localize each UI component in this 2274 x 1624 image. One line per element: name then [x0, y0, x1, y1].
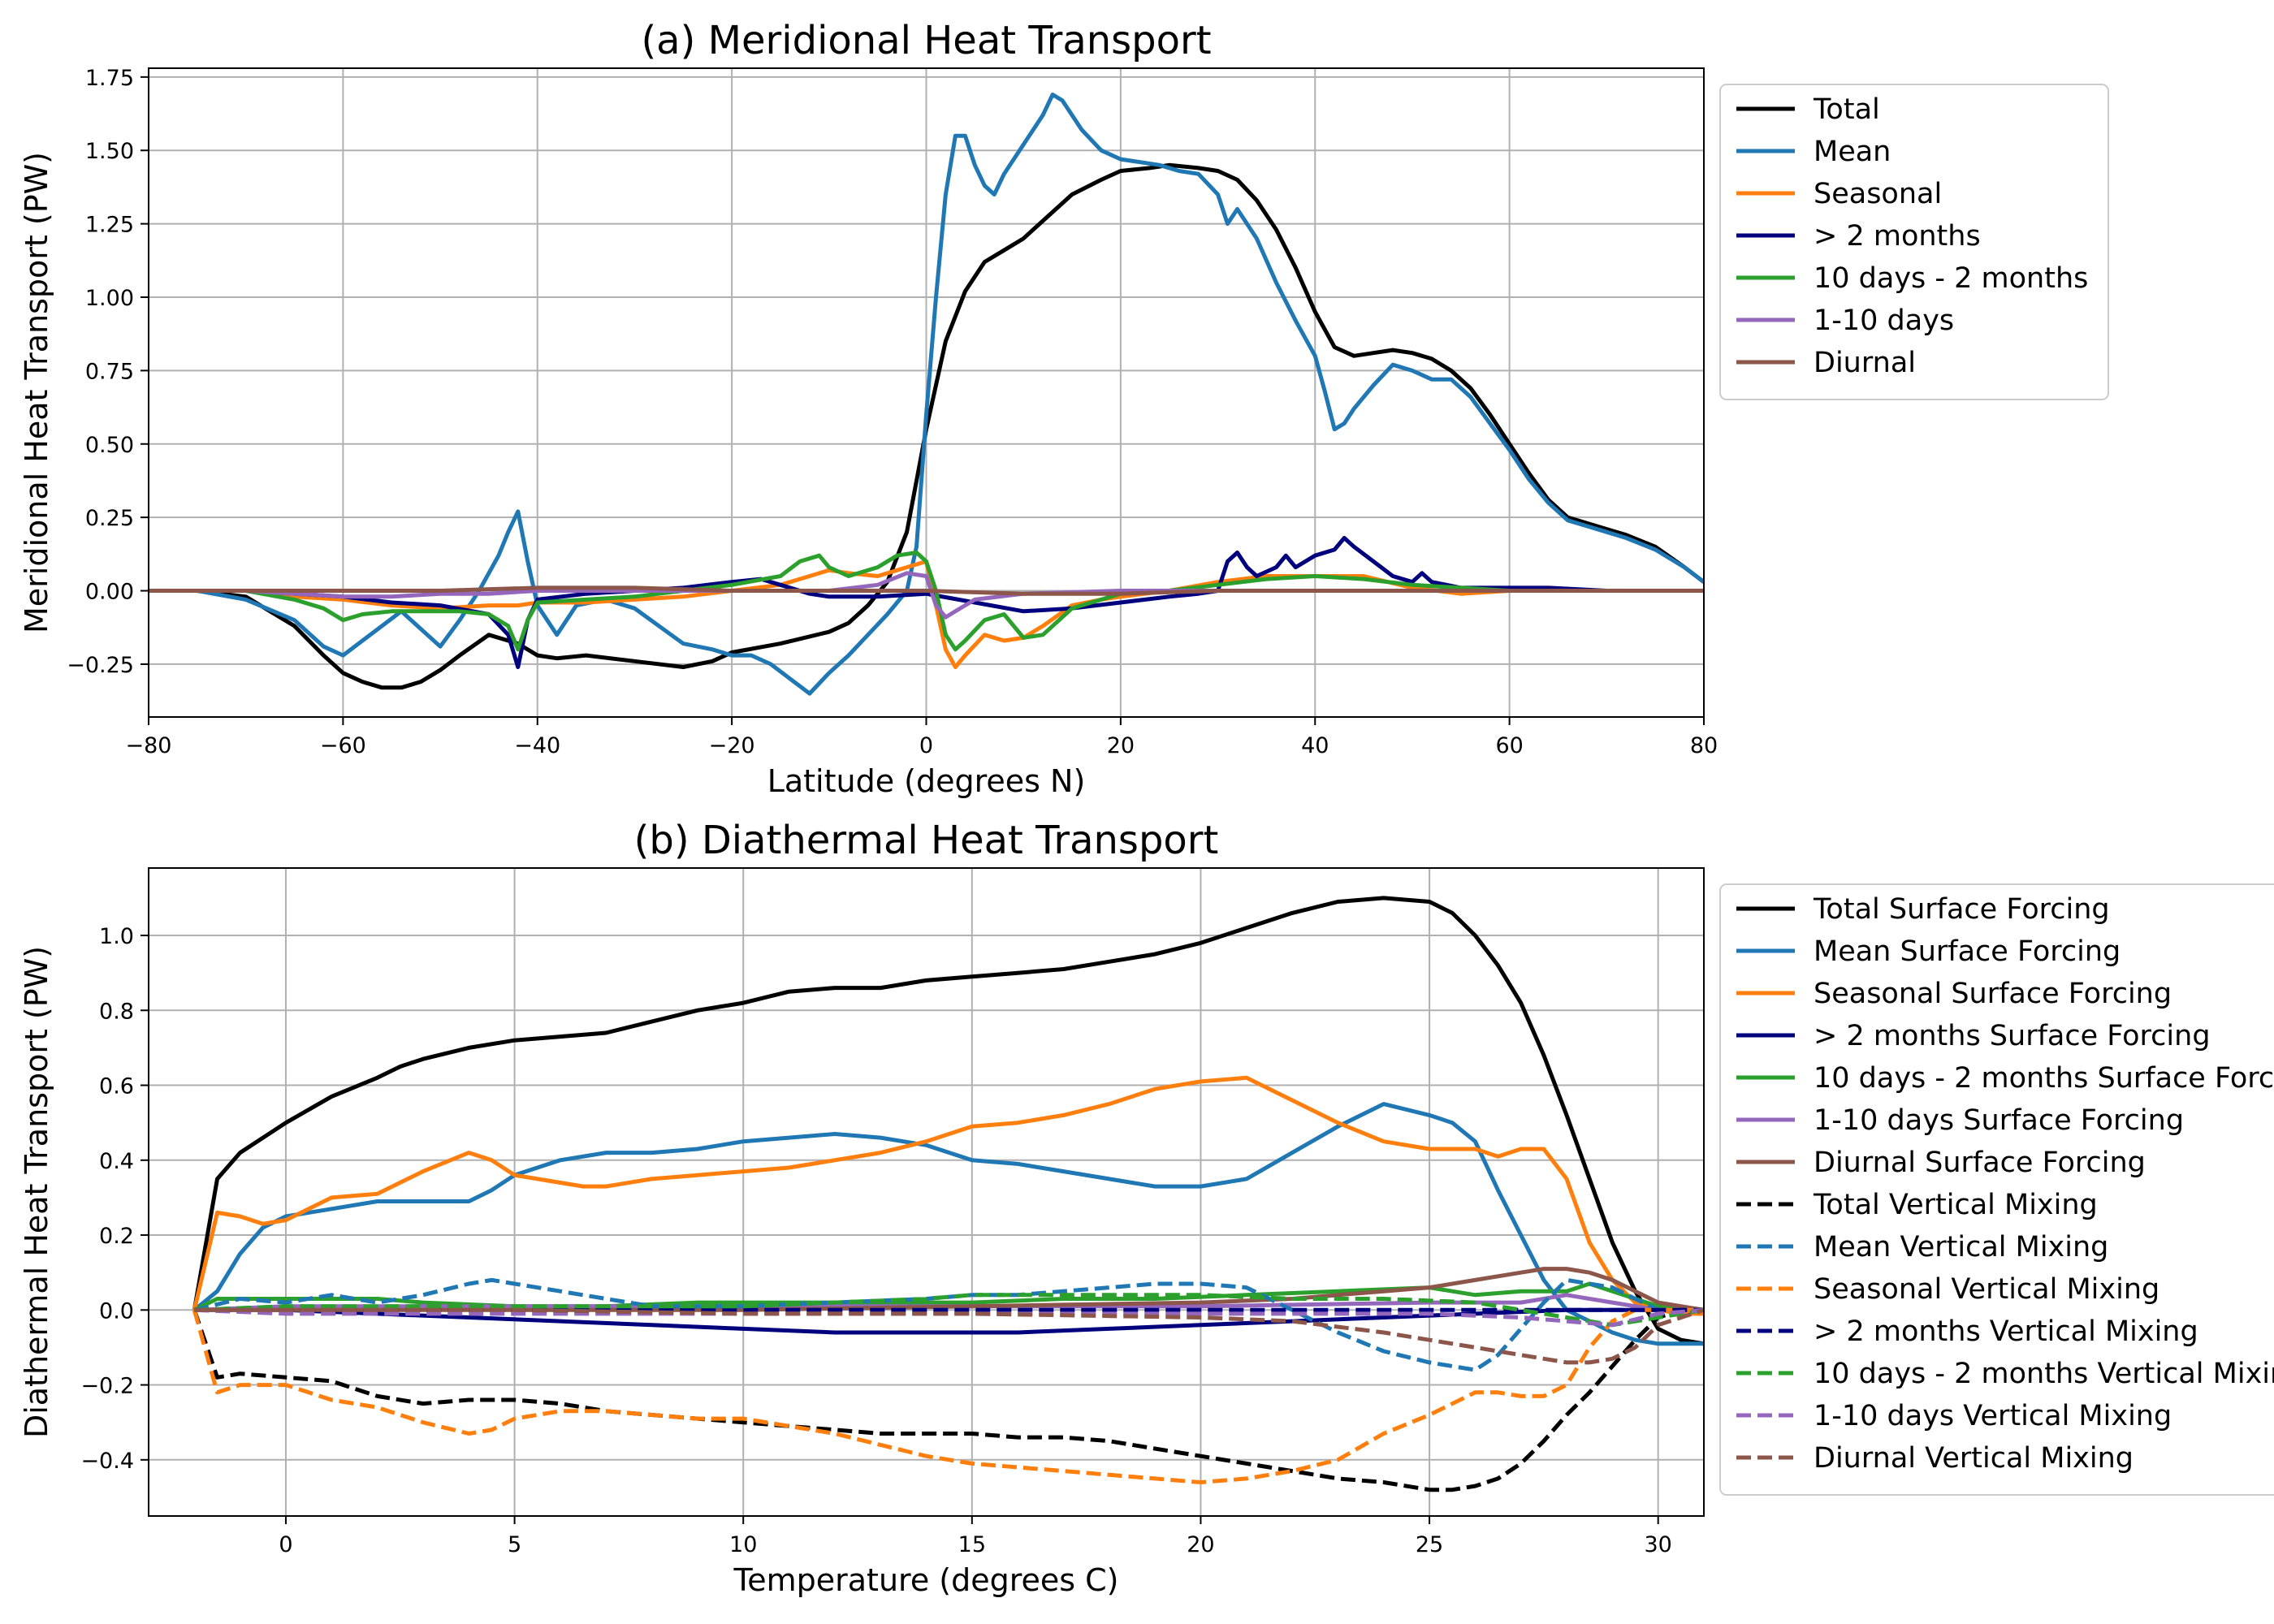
legend-label: Total Vertical Mixing [1813, 1189, 2098, 1221]
legend: Total Surface Forcing Mean Surface Forcin… [1719, 883, 2274, 1496]
legend-label: > 2 months Vertical Mixing [1814, 1315, 2198, 1348]
y-tick-label: 0.75 [85, 359, 134, 384]
y-tick-label: 1.00 [85, 286, 134, 311]
series-line-4 [193, 1281, 1704, 1312]
series-line-7 [192, 1307, 1704, 1492]
y-tick-label: 1.0 [99, 924, 134, 949]
legend-label: 10 days - 2 months [1814, 262, 2088, 295]
x-tick-label: 40 [1301, 733, 1329, 758]
legend-label: Mean Vertical Mixing [1814, 1231, 2108, 1263]
series-line-4 [149, 551, 1704, 652]
legend-label: Mean [1814, 136, 1891, 168]
series-group [149, 93, 1704, 696]
legend-box [1719, 883, 2274, 1496]
legend-label: Diurnal Surface Forcing [1814, 1147, 2146, 1179]
series-line-13 [194, 1307, 1704, 1365]
series-line-8 [193, 1277, 1704, 1372]
y-axis-label: Meridional Heat Transport (PW) [19, 152, 54, 633]
x-tick-label: −60 [320, 733, 366, 758]
y-tick-label: 0.25 [85, 506, 134, 531]
y-tick-label: 0.50 [85, 433, 134, 458]
x-tick-label: 0 [919, 733, 933, 758]
legend-label: 10 days - 2 months Surface Forcing [1814, 1062, 2274, 1095]
y-tick-label: −0.25 [67, 653, 134, 678]
x-tick-label: 20 [1107, 733, 1135, 758]
x-axis-label: Latitude (degrees N) [767, 763, 1086, 799]
y-tick-label: 0.8 [99, 999, 134, 1024]
series-line-9 [192, 1307, 1704, 1484]
x-tick-label: 0 [279, 1532, 292, 1557]
legend-label: 1-10 days Surface Forcing [1814, 1104, 2184, 1137]
y-tick-label: 1.50 [85, 139, 134, 164]
series-group [192, 896, 1704, 1492]
legend-label: 1-10 days Vertical Mixing [1814, 1400, 2172, 1432]
x-tick-label: 80 [1690, 733, 1718, 758]
y-tick-label: 0.0 [99, 1298, 134, 1324]
legend-label: > 2 months Surface Forcing [1814, 1020, 2211, 1052]
series-line-2 [192, 1075, 1704, 1316]
legend-label: Diurnal Vertical Mixing [1814, 1442, 2133, 1475]
legend-label: Seasonal [1814, 178, 1942, 210]
series-line-6 [149, 585, 1704, 596]
x-axis-label: Temperature (degrees C) [733, 1562, 1118, 1598]
y-tick-label: 0.4 [99, 1149, 134, 1174]
series-line-0 [149, 162, 1704, 690]
x-tick-label: 10 [729, 1532, 757, 1557]
series-line-1 [192, 1102, 1704, 1346]
x-tick-label: 30 [1644, 1532, 1671, 1557]
x-tick-label: 20 [1187, 1532, 1214, 1557]
series-line-1 [149, 93, 1704, 696]
y-tick-label: 1.25 [85, 213, 134, 238]
y-tick-label: −0.2 [80, 1374, 134, 1399]
axes-frame [148, 867, 1705, 1517]
y-tick-label: 0.2 [99, 1224, 134, 1249]
legend-box [1719, 84, 2109, 400]
chart-title: (a) Meridional Heat Transport [641, 18, 1211, 63]
y-tick-label: 0.00 [85, 580, 134, 605]
panel-b: 0 5 10 15 20 25 30 −0.4 −0.2 0.0 0.2 0.4 0.6 0.8 1.0 (b… [19, 818, 2274, 1598]
series-line-12 [194, 1307, 1704, 1328]
x-tick-label: 15 [958, 1532, 986, 1557]
series-line-3 [194, 1307, 1704, 1335]
legend-label: Total Surface Forcing [1813, 893, 2110, 926]
chart-title: (b) Diathermal Heat Transport [634, 818, 1219, 863]
legend-label: 1-10 days [1814, 304, 1954, 337]
x-tick-label: 60 [1495, 733, 1523, 758]
series-line-0 [192, 896, 1704, 1346]
legend: Total Mean Seasonal > 2 months 10 days - 2 m… [1719, 84, 2109, 400]
panel-a: −80 −60 −40 −20 0 20 40 60 80 −0.25 0.00 0.25 0.50 0.… [19, 18, 2109, 799]
legend-label: Seasonal Surface Forcing [1814, 978, 2172, 1010]
legend-label: Mean Surface Forcing [1814, 935, 2121, 968]
y-tick-label: −0.4 [80, 1449, 134, 1474]
x-tick-label: 5 [508, 1532, 521, 1557]
x-tick-label: −80 [126, 733, 172, 758]
legend-label: 10 days - 2 months Vertical Mixing [1814, 1358, 2274, 1390]
x-tick-label: −20 [709, 733, 755, 758]
x-tick-label: 25 [1416, 1532, 1443, 1557]
legend-label: > 2 months [1814, 220, 1981, 253]
y-tick-label: 1.75 [85, 66, 134, 91]
legend-label: Diurnal [1814, 347, 1916, 379]
y-tick-label: 0.6 [99, 1074, 134, 1099]
legend-label: Total [1813, 93, 1880, 126]
legend-label: Seasonal Vertical Mixing [1814, 1273, 2159, 1306]
x-tick-label: −40 [514, 733, 560, 758]
y-axis-label: Diathermal Heat Transport (PW) [19, 946, 54, 1438]
